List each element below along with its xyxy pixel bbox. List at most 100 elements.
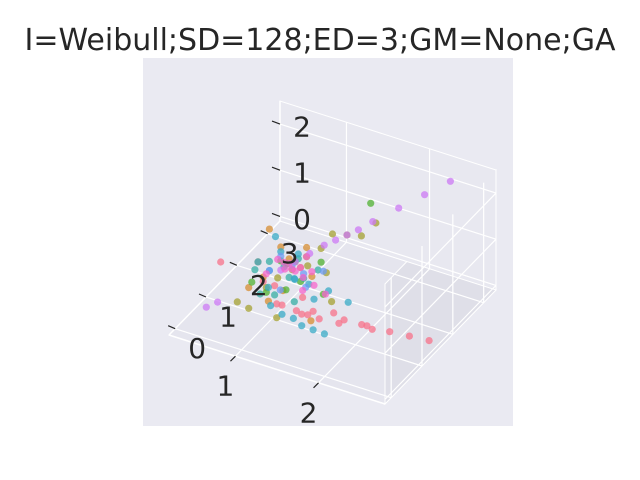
x-axis-line — [168, 334, 386, 405]
data-point — [386, 328, 394, 336]
data-point — [332, 236, 340, 244]
grid-line-y-floor — [267, 233, 484, 304]
data-point — [298, 310, 306, 318]
grid-line-x-floor — [235, 241, 347, 357]
data-point — [248, 278, 256, 286]
data-point — [291, 258, 299, 266]
data-point — [288, 265, 296, 273]
data-point — [292, 307, 300, 315]
data-point — [278, 310, 286, 318]
series-8 — [262, 253, 329, 298]
y-tick-label: 3 — [281, 237, 299, 270]
y-tick-label: 1 — [219, 301, 237, 334]
data-point — [304, 262, 312, 270]
grid-line-y-floor — [236, 264, 454, 335]
data-point — [309, 307, 317, 315]
data-point — [278, 301, 286, 309]
series-7 — [202, 177, 454, 311]
grid-line-z-left — [384, 284, 497, 400]
data-point — [274, 274, 282, 282]
y-tick-mark — [229, 261, 238, 266]
z-tick-label: 1 — [293, 157, 311, 190]
data-point — [233, 298, 241, 306]
data-point — [273, 314, 281, 322]
data-point — [343, 231, 351, 239]
data-point — [262, 270, 270, 278]
y-tick-mark — [167, 325, 176, 330]
data-point — [299, 286, 307, 295]
data-point — [202, 303, 210, 311]
data-point — [425, 337, 433, 345]
data-point — [291, 275, 299, 283]
grid-line-x-floor — [318, 268, 430, 384]
grid-line-z-back — [279, 123, 497, 194]
data-point — [264, 283, 272, 291]
data-point — [421, 191, 429, 199]
data-point — [321, 290, 329, 298]
data-point — [245, 304, 253, 312]
z-tick-mark — [271, 120, 281, 125]
z-tick-label: 2 — [293, 111, 311, 144]
grid-lines — [174, 122, 497, 400]
data-point — [328, 230, 337, 238]
data-point — [307, 317, 315, 325]
y-tick-label: 0 — [188, 332, 206, 365]
data-point — [271, 233, 280, 241]
data-point — [254, 258, 262, 266]
data-point — [319, 267, 327, 275]
x-tick-label: 1 — [217, 370, 235, 403]
data-point — [265, 257, 273, 265]
z-tick-mark — [271, 212, 281, 217]
data-point — [369, 218, 377, 226]
grid-line-z-back — [279, 169, 497, 240]
data-point — [357, 232, 365, 240]
data-point — [363, 322, 371, 330]
data-point — [298, 322, 306, 330]
x-tick-mark — [230, 355, 236, 362]
chart-title: I=Weibull;SD=128;ED=3;GM=None;GA — [25, 23, 616, 58]
data-point — [267, 302, 275, 310]
data-point — [309, 326, 317, 334]
data-point — [303, 243, 311, 252]
data-point — [354, 226, 362, 234]
data-point — [303, 253, 311, 261]
data-point — [274, 255, 282, 263]
y-tick-mark — [260, 230, 268, 235]
data-point — [330, 309, 338, 317]
data-point — [317, 258, 325, 266]
data-point — [276, 286, 284, 294]
data-point — [344, 298, 352, 306]
data-point — [217, 258, 225, 266]
data-point — [446, 177, 454, 185]
z-tick-label: 0 — [293, 203, 311, 236]
data-point — [405, 332, 413, 340]
data-point — [280, 258, 288, 266]
x-tick-mark — [313, 382, 319, 389]
data-point — [299, 293, 307, 301]
data-point — [335, 319, 343, 327]
data-point — [256, 290, 264, 298]
z-tick-mark — [271, 166, 281, 171]
data-point — [281, 265, 289, 273]
data-point — [340, 316, 348, 324]
data-point — [271, 291, 279, 299]
grid-line-y-floor — [174, 328, 392, 399]
grid-line-z-left — [384, 192, 497, 308]
data-point — [367, 199, 375, 207]
data-point — [251, 266, 259, 274]
data-point — [294, 250, 302, 258]
data-point — [368, 325, 376, 333]
data-point — [310, 281, 318, 289]
data-point — [282, 286, 290, 294]
x-tick-label: 2 — [300, 396, 318, 429]
data-point — [296, 264, 305, 272]
data-point — [315, 315, 323, 323]
data-point — [320, 330, 328, 338]
scatter-points — [202, 177, 454, 345]
data-point — [290, 298, 298, 306]
y-tick-mark — [198, 293, 207, 298]
data-point — [320, 241, 328, 249]
y-axis-line — [168, 220, 281, 336]
